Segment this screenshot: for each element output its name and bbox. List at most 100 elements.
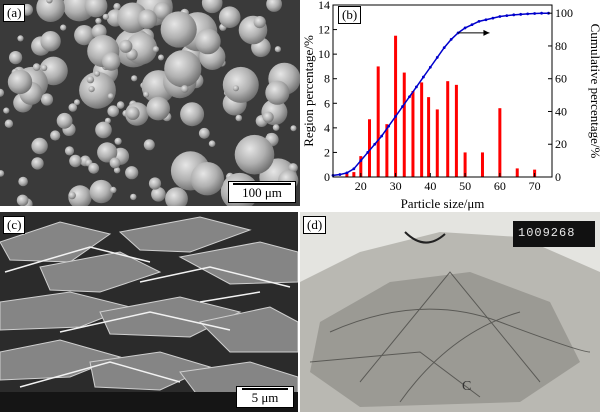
particle-sphere — [68, 103, 78, 112]
particle-sphere — [3, 107, 10, 114]
particle-sphere — [68, 191, 76, 200]
y-axis-label: Region percentage/% — [301, 35, 316, 147]
scale-line-a — [233, 183, 291, 185]
particle-sphere — [56, 112, 73, 129]
x-tick-label: 50 — [459, 179, 471, 193]
particle-sphere — [46, 0, 53, 4]
scale-label-c: 5 μm — [251, 390, 279, 405]
x-tick-label: 60 — [494, 179, 506, 193]
particle-sphere — [18, 176, 28, 187]
particle-sphere — [88, 86, 95, 93]
particle-sphere — [107, 93, 114, 100]
particle-sphere — [164, 50, 202, 88]
particle-sphere — [180, 102, 205, 127]
spheres-image — [0, 0, 300, 206]
x-tick-label: 70 — [529, 179, 541, 193]
particle-sphere — [208, 140, 216, 147]
particle-sphere — [86, 75, 95, 84]
cumulative-point — [470, 23, 474, 27]
y-tick-label: 4 — [324, 121, 330, 135]
bar — [385, 124, 389, 177]
particle-sphere — [32, 63, 41, 71]
particle-sphere — [50, 130, 61, 141]
y-tick-label: 14 — [318, 0, 330, 12]
cumulative-point — [491, 16, 495, 20]
bar — [376, 66, 380, 177]
particle-sphere — [262, 111, 274, 123]
bar — [411, 91, 415, 177]
particle-sphere — [0, 88, 5, 97]
cumulative-point — [387, 124, 391, 128]
particle-sphere — [165, 187, 188, 206]
bar — [427, 97, 431, 177]
x-axis-label: Particle size/μm — [401, 196, 485, 211]
cumulative-point — [380, 134, 384, 138]
particle-sphere — [153, 2, 171, 20]
particle-sphere — [114, 137, 122, 145]
particle-sphere — [109, 157, 121, 169]
bar — [420, 82, 424, 177]
particle-sphere — [68, 185, 92, 206]
particle-sphere — [146, 96, 170, 121]
cumulative-point — [435, 56, 439, 59]
particle-sphere — [137, 9, 158, 29]
panel-a-label: (a) — [3, 4, 26, 22]
particle-sphere — [158, 54, 164, 61]
annotation-arrow-head — [483, 29, 490, 36]
particle-sphere — [113, 3, 121, 11]
particle-sphere — [40, 93, 54, 106]
particle-sphere — [272, 124, 280, 131]
panel-c-sem-flakes: (c) 5 μm — [0, 212, 298, 412]
cumulative-point — [540, 11, 543, 15]
particle-sphere — [152, 46, 159, 53]
particle-sphere — [89, 179, 114, 204]
bar — [368, 119, 371, 177]
particle-sphere — [4, 119, 14, 128]
cumulative-point — [408, 95, 411, 99]
panel-a-sem-spheres: (a) 100 μm — [0, 0, 300, 206]
particle-sphere — [60, 24, 67, 31]
particle-sphere — [288, 163, 298, 173]
particle-sphere — [125, 166, 139, 180]
particle-sphere — [195, 28, 221, 55]
particle-sphere — [74, 24, 95, 46]
panel-b-chart: 20 30 40 50 60 70 0 2 4 6 8 10 12 14 0 20 40 60 80 100 Parti… — [300, 0, 600, 212]
tem-image: C — [300, 212, 600, 412]
bar — [352, 172, 356, 177]
particle-sphere — [130, 193, 137, 201]
particle-sphere — [31, 157, 44, 170]
cumulative-point — [345, 171, 349, 175]
x-tick-label: 30 — [390, 179, 402, 193]
particle-sphere — [84, 0, 108, 18]
particle-sphere — [95, 121, 112, 139]
y2-tick-label: 0 — [555, 170, 561, 184]
scale-bar-c: 5 μm — [236, 386, 294, 408]
cumulative-point — [477, 19, 481, 23]
y-tick-label: 2 — [324, 145, 330, 159]
particle-sphere — [265, 80, 290, 105]
y-tick-label: 0 — [324, 170, 330, 184]
cumulative-point — [505, 14, 509, 18]
particle-sphere — [253, 16, 266, 29]
particle-sphere — [151, 187, 166, 202]
particle-sphere — [64, 146, 75, 156]
particle-sphere — [95, 17, 102, 25]
particle-sphere — [7, 69, 33, 95]
y2-tick-label: 20 — [555, 137, 567, 151]
cumulative-point — [373, 142, 377, 146]
cumulative-point — [442, 46, 446, 49]
chart-svg: 20 30 40 50 60 70 0 2 4 6 8 10 12 14 0 20 40 60 80 100 Parti… — [301, 0, 600, 211]
particle-sphere — [119, 39, 133, 53]
cumulative-point — [463, 26, 467, 30]
scale-line-c — [242, 388, 288, 390]
bar — [402, 72, 406, 177]
panel-b-label: (b) — [338, 6, 362, 24]
bar — [394, 35, 398, 177]
y2-tick-label: 40 — [555, 104, 567, 118]
particle-sphere — [79, 71, 116, 109]
y-tick-label: 8 — [324, 72, 330, 86]
scale-bar-a: 100 μm — [228, 181, 296, 203]
cumulative-point — [484, 18, 488, 22]
panel-c-label: (c) — [3, 216, 26, 234]
particle-sphere — [143, 139, 155, 151]
